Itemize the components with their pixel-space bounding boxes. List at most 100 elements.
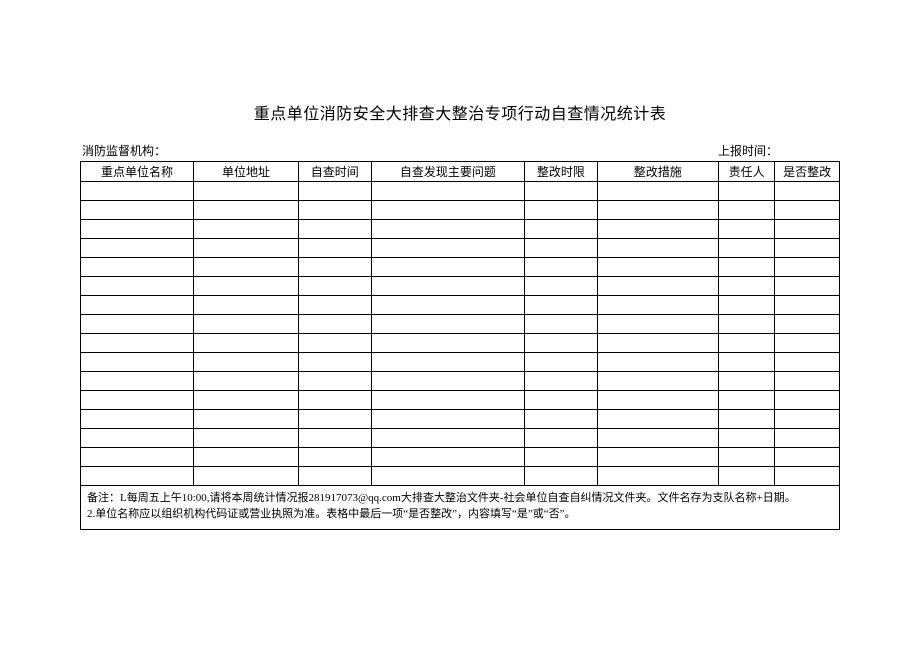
- table-cell: [718, 353, 775, 372]
- table-cell: [718, 372, 775, 391]
- table-cell: [298, 258, 371, 277]
- table-row: [81, 334, 840, 353]
- table-cell: [775, 391, 840, 410]
- table-row: [81, 201, 840, 220]
- table-cell: [525, 277, 598, 296]
- table-cell: [597, 429, 718, 448]
- table-cell: [194, 182, 299, 201]
- table-cell: [371, 372, 524, 391]
- table-cell: [81, 296, 194, 315]
- table-cell: [298, 410, 371, 429]
- supervision-org-label: 消防监督机构：: [82, 142, 166, 159]
- col-header-rectified: 是否整改: [775, 162, 840, 182]
- table-cell: [597, 410, 718, 429]
- table-cell: [371, 410, 524, 429]
- table-cell: [525, 410, 598, 429]
- table-cell: [525, 334, 598, 353]
- table-row: [81, 258, 840, 277]
- table-row: [81, 277, 840, 296]
- stats-table: 重点单位名称 单位地址 自查时间 自查发现主要问题 整改时限 整改措施 责任人 …: [80, 161, 840, 486]
- table-cell: [194, 467, 299, 486]
- table-cell: [525, 372, 598, 391]
- table-cell: [597, 467, 718, 486]
- table-cell: [775, 296, 840, 315]
- table-cell: [371, 239, 524, 258]
- col-header-measures: 整改措施: [597, 162, 718, 182]
- table-cell: [525, 182, 598, 201]
- table-cell: [81, 315, 194, 334]
- table-cell: [298, 467, 371, 486]
- col-header-main-issues: 自查发现主要问题: [371, 162, 524, 182]
- table-cell: [718, 258, 775, 277]
- table-cell: [81, 410, 194, 429]
- table-cell: [194, 296, 299, 315]
- table-cell: [194, 334, 299, 353]
- table-cell: [718, 220, 775, 239]
- table-cell: [298, 448, 371, 467]
- table-cell: [298, 182, 371, 201]
- table-cell: [718, 410, 775, 429]
- table-row: [81, 182, 840, 201]
- table-cell: [718, 296, 775, 315]
- table-row: [81, 239, 840, 258]
- col-header-deadline: 整改时限: [525, 162, 598, 182]
- table-cell: [597, 372, 718, 391]
- table-cell: [194, 239, 299, 258]
- table-row: [81, 391, 840, 410]
- table-cell: [298, 277, 371, 296]
- table-cell: [775, 182, 840, 201]
- table-cell: [775, 448, 840, 467]
- table-cell: [525, 296, 598, 315]
- col-header-unit-name: 重点单位名称: [81, 162, 194, 182]
- col-header-responsible: 责任人: [718, 162, 775, 182]
- table-header-row: 重点单位名称 单位地址 自查时间 自查发现主要问题 整改时限 整改措施 责任人 …: [81, 162, 840, 182]
- table-cell: [718, 391, 775, 410]
- table-cell: [597, 353, 718, 372]
- table-cell: [718, 429, 775, 448]
- table-cell: [298, 201, 371, 220]
- table-cell: [298, 239, 371, 258]
- table-cell: [194, 429, 299, 448]
- document-page: 重点单位消防安全大排查大整治专项行动自查情况统计表 消防监督机构： 上报时间： …: [0, 0, 920, 530]
- table-cell: [718, 448, 775, 467]
- table-cell: [371, 258, 524, 277]
- table-cell: [775, 201, 840, 220]
- table-cell: [371, 391, 524, 410]
- notes-section: 备注：L每周五上午10:00,请将本周统计情况报281917073@qq.com…: [80, 486, 840, 530]
- table-cell: [371, 201, 524, 220]
- table-row: [81, 353, 840, 372]
- table-row: [81, 467, 840, 486]
- table-cell: [525, 391, 598, 410]
- table-cell: [525, 239, 598, 258]
- table-cell: [718, 239, 775, 258]
- table-cell: [525, 315, 598, 334]
- col-header-inspect-time: 自查时间: [298, 162, 371, 182]
- table-cell: [718, 182, 775, 201]
- table-cell: [597, 201, 718, 220]
- table-cell: [371, 315, 524, 334]
- table-row: [81, 429, 840, 448]
- table-cell: [298, 372, 371, 391]
- table-cell: [81, 353, 194, 372]
- table-cell: [525, 429, 598, 448]
- table-cell: [718, 201, 775, 220]
- table-cell: [718, 277, 775, 296]
- table-cell: [525, 201, 598, 220]
- table-cell: [371, 448, 524, 467]
- table-cell: [775, 429, 840, 448]
- table-row: [81, 372, 840, 391]
- table-row: [81, 448, 840, 467]
- table-cell: [718, 315, 775, 334]
- table-cell: [775, 467, 840, 486]
- table-cell: [81, 391, 194, 410]
- table-cell: [371, 277, 524, 296]
- table-row: [81, 220, 840, 239]
- table-cell: [81, 182, 194, 201]
- table-cell: [371, 353, 524, 372]
- table-cell: [371, 182, 524, 201]
- table-row: [81, 410, 840, 429]
- table-cell: [775, 258, 840, 277]
- table-cell: [371, 467, 524, 486]
- table-cell: [194, 410, 299, 429]
- table-cell: [597, 239, 718, 258]
